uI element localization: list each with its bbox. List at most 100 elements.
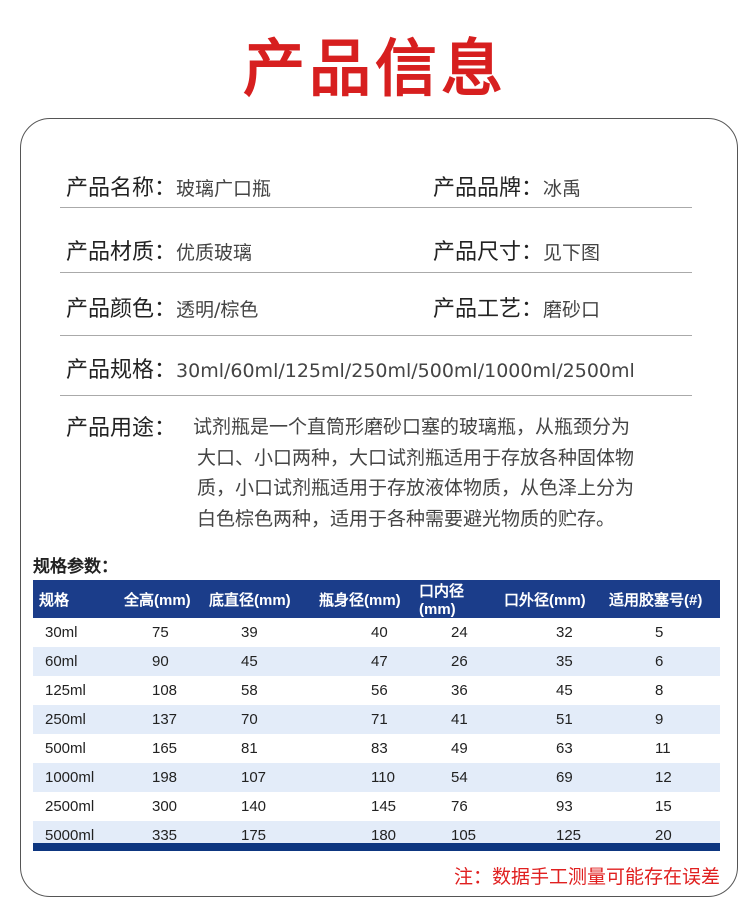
column-header: 底直径(mm)	[203, 580, 313, 618]
table-row: 125ml 108 58 56 36 45 8	[33, 676, 720, 705]
table-cell: 5	[655, 624, 664, 641]
usage-label: 产品用途：	[66, 416, 177, 441]
table-cell: 83	[371, 740, 388, 757]
table-cell: 6	[603, 647, 720, 676]
label: 产品颜色：	[66, 297, 177, 322]
table-cell: 2500ml	[45, 798, 95, 815]
usage-text: 试剂瓶是一个直筒形磨砂口塞的玻璃瓶，从瓶颈分为 大口、小口两种，大口试剂瓶适用于…	[193, 412, 703, 534]
column-header: 适用胶塞号(#)	[603, 580, 720, 618]
usage-line: 大口、小口两种，大口试剂瓶适用于存放各种固体物	[197, 446, 635, 469]
label: 产品材质：	[66, 240, 177, 265]
table-row: 2500ml 300 140 145 76 93 15	[33, 792, 720, 821]
table-cell: 145	[371, 798, 397, 815]
info-craft: 产品工艺：磨砂口	[433, 291, 600, 323]
table-cell: 60ml	[33, 647, 118, 676]
table-cell: 26	[413, 647, 498, 676]
table-cell: 40	[371, 624, 388, 641]
table-cell: 39	[241, 624, 258, 641]
table-row: 250ml 137 70 71 41 51 9	[33, 705, 720, 734]
label: 产品品牌：	[433, 176, 544, 201]
column-header: 口内径(mm)	[413, 580, 498, 618]
value: 透明/棕色	[176, 299, 259, 321]
table-cell: 11	[655, 740, 671, 757]
table-row: 30ml 75 39 40 24 32 5	[33, 618, 720, 647]
table-cell: 58	[241, 682, 258, 699]
table-cell: 300	[152, 798, 178, 815]
measurement-note: 注：数据手工测量可能存在误差	[453, 866, 720, 888]
table-cell: 45	[556, 682, 573, 699]
table-cell: 54	[413, 763, 498, 792]
table-cell: 71	[313, 705, 413, 734]
table-cell: 93	[556, 798, 573, 815]
table-cell: 110	[313, 763, 413, 792]
table-cell: 500ml	[45, 740, 86, 757]
column-header: 规格	[33, 580, 118, 618]
table-cell: 198	[118, 763, 203, 792]
column-header: 全高(mm)	[118, 580, 203, 618]
column-header: 瓶身径(mm)	[313, 580, 413, 618]
table-cell: 76	[451, 798, 468, 815]
usage-line: 试剂瓶是一个直筒形磨砂口塞的玻璃瓶，从瓶颈分为	[193, 416, 631, 438]
spec-table: 规格 全高(mm) 底直径(mm) 瓶身径(mm) 口内径(mm) 口外径(mm) 适用胶塞…	[33, 580, 720, 850]
spec-label: 规格参数：	[33, 557, 118, 577]
table-cell: 15	[655, 798, 672, 815]
table-cell: 41	[413, 705, 498, 734]
table-cell: 47	[313, 647, 413, 676]
table-bottom-bar	[33, 843, 720, 851]
table-cell: 36	[451, 682, 468, 699]
table-cell: 8	[655, 682, 664, 699]
info-color: 产品颜色：透明/棕色	[66, 291, 258, 323]
info-card	[20, 118, 738, 897]
usage-line: 质，小口试剂瓶适用于存放液体物质，从色泽上分为	[197, 477, 635, 499]
table-cell: 70	[203, 705, 313, 734]
label: 产品尺寸：	[433, 240, 544, 265]
table-cell: 51	[498, 705, 603, 734]
table-row: 500ml 165 81 83 49 63 11	[33, 734, 720, 763]
table-row: 60ml 90 45 47 26 35 6	[33, 647, 720, 676]
value: 30ml/60ml/125ml/250ml/500ml/1000ml/2500m…	[176, 360, 635, 382]
label: 产品名称：	[66, 176, 177, 201]
table-cell: 24	[451, 624, 468, 641]
table-cell: 56	[371, 682, 388, 699]
table-cell: 75	[152, 624, 169, 641]
label: 产品规格：	[66, 358, 177, 383]
label: 产品工艺：	[433, 297, 544, 322]
value: 见下图	[543, 242, 601, 264]
table-cell: 137	[118, 705, 203, 734]
table-cell: 12	[603, 763, 720, 792]
info-spec: 产品规格：30ml/60ml/125ml/250ml/500ml/1000ml/…	[66, 352, 635, 384]
table-cell: 165	[152, 740, 178, 757]
value: 玻璃广口瓶	[176, 178, 272, 200]
table-cell: 30ml	[45, 624, 78, 641]
value: 优质玻璃	[176, 242, 253, 264]
table-cell: 250ml	[33, 705, 118, 734]
usage-line: 白色棕色两种，适用于各种需要避光物质的贮存。	[197, 507, 616, 530]
info-brand: 产品品牌：冰禹	[433, 170, 581, 202]
divider	[60, 395, 692, 396]
info-size: 产品尺寸：见下图	[433, 234, 600, 266]
table-cell: 45	[203, 647, 313, 676]
table-header: 规格 全高(mm) 底直径(mm) 瓶身径(mm) 口内径(mm) 口外径(mm) 适用胶塞…	[33, 580, 720, 618]
table-cell: 49	[451, 740, 468, 757]
value: 磨砂口	[543, 299, 601, 321]
table-cell: 35	[498, 647, 603, 676]
page-title: 产品信息	[242, 32, 507, 105]
table-cell: 108	[152, 682, 178, 699]
table-cell: 107	[203, 763, 313, 792]
table-cell: 1000ml	[33, 763, 118, 792]
table-cell: 32	[556, 624, 573, 641]
column-header: 口外径(mm)	[498, 580, 603, 618]
table-cell: 90	[118, 647, 203, 676]
table-cell: 125ml	[45, 682, 86, 699]
table-cell: 81	[241, 740, 258, 757]
table-cell: 9	[603, 705, 720, 734]
divider	[60, 272, 692, 273]
divider	[60, 335, 692, 336]
value: 冰禹	[543, 178, 582, 200]
info-name: 产品名称：玻璃广口瓶	[66, 170, 271, 202]
table-cell: 63	[556, 740, 573, 757]
table-cell: 140	[241, 798, 267, 815]
divider	[60, 207, 692, 208]
table-row: 1000ml 198 107 110 54 69 12	[33, 763, 720, 792]
info-material: 产品材质：优质玻璃	[66, 234, 252, 266]
